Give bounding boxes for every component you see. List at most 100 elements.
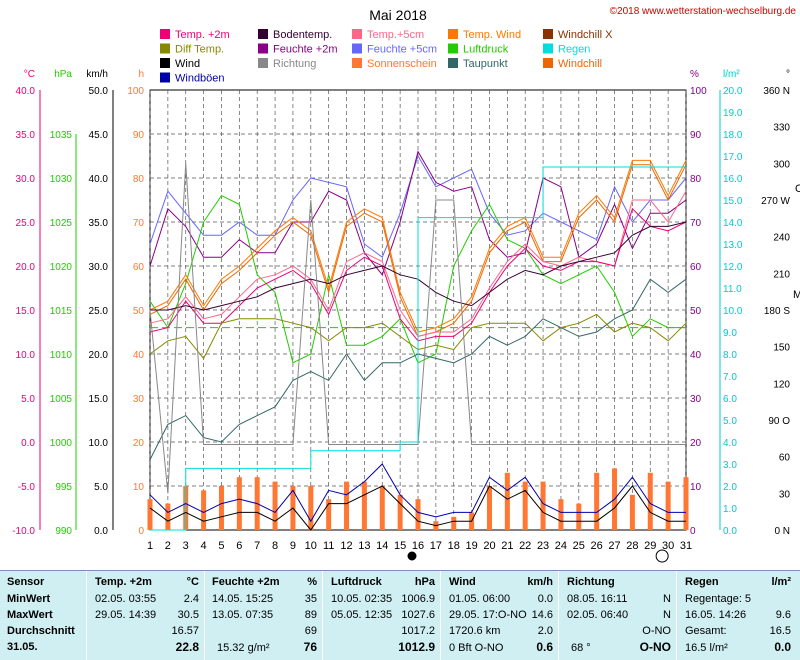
sensor-header: Sensor <box>7 576 45 588</box>
edge-label-o: O <box>795 183 800 195</box>
series-wind-line <box>149 485 686 531</box>
x-tick-label: 1 <box>147 540 153 552</box>
humidity-unit: % <box>307 576 317 588</box>
wind-min-time: 01.05. 06:00 <box>449 593 511 605</box>
rain-axis-tick: 10.0 <box>723 306 743 317</box>
humid-axis-tick: 40 <box>690 350 702 361</box>
sunshine-bar <box>165 503 171 530</box>
legend-swatch <box>258 43 268 54</box>
rain-axis-tick: 5.0 <box>723 416 737 427</box>
sunshine-bar <box>218 486 224 530</box>
wind-max-value: 14.6 <box>531 609 553 621</box>
sensor-column: Sensor MinWert MaxWert Durchschnitt 31.0… <box>0 571 86 660</box>
temp-axis-tick: 30.0 <box>16 174 36 185</box>
sunshine-bar <box>361 481 367 530</box>
row-min-label: MinWert <box>7 593 51 605</box>
temp-header: Temp. +2m <box>95 576 152 588</box>
direction-current-value: O-NO <box>639 640 671 654</box>
legend-label: Windchill <box>558 58 602 70</box>
statistics-table: Sensor MinWert MaxWert Durchschnitt 31.0… <box>0 570 800 660</box>
sunshine-bar <box>683 477 689 530</box>
x-tick-label: 28 <box>626 540 638 552</box>
dir-axis-tick: 0 N <box>774 526 790 537</box>
dir-axis-tick: 330 <box>773 123 790 134</box>
humid-axis-tick: 100 <box>690 86 707 97</box>
humid-axis-tick: 20 <box>690 438 702 449</box>
temp-axis-tick: 10.0 <box>16 350 36 361</box>
rain-axis-tick: 9.0 <box>723 328 737 339</box>
dir-axis-tick: 240 <box>773 233 790 244</box>
legend-swatch <box>448 43 458 54</box>
legend-label: Feuchte +5cm <box>367 44 437 56</box>
rain-axis-tick: 1.0 <box>723 504 737 515</box>
sun-axis-tick: 30 <box>133 394 145 405</box>
direction-column: Richtung 08.05. 16:11 N 02.05. 06:40 N O… <box>558 571 677 660</box>
humid-axis-tick: 10 <box>690 482 702 493</box>
humid-axis-tick: 70 <box>690 218 702 229</box>
legend-swatch <box>352 43 362 54</box>
wind-header: Wind <box>449 576 476 588</box>
wind-axis-tick: 40.0 <box>89 174 109 185</box>
temp-min-value: 2.4 <box>183 593 199 605</box>
humidity-min-time: 14.05. 15:25 <box>212 593 274 605</box>
x-axis-ticks: 1 2 3 4 5 6 7 8 9 10 11 12 13 14 15 16 17 18 19 20 21 22 23 24 2… <box>147 540 692 563</box>
rain-axis-tick: 0.0 <box>723 526 737 537</box>
x-tick-label: 2 <box>165 540 171 552</box>
sun-axis-tick: 50 <box>133 306 145 317</box>
sun-axis-tick: 40 <box>133 350 145 361</box>
x-tick-label: 25 <box>573 540 585 552</box>
humidity-current-value: 76 <box>303 640 317 654</box>
series-lines <box>149 150 687 531</box>
moon-full-icon <box>655 549 669 563</box>
x-tick-label: 15 <box>394 540 406 552</box>
wind-axis-tick: 25.0 <box>89 306 109 317</box>
rain-axis-tick: 4.0 <box>723 438 737 449</box>
sunshine-bar <box>451 516 457 530</box>
pressure-header: Luftdruck <box>331 576 382 588</box>
press-axis-tick: 1030 <box>50 174 73 185</box>
temp-axis-tick: 25.0 <box>16 218 36 229</box>
sunshine-bar <box>594 472 600 530</box>
dir-axis-tick: 60 <box>779 453 791 464</box>
dir-axis-tick: 360 N <box>763 86 790 97</box>
chart-title: Mai 2018 <box>369 7 427 23</box>
x-tick-label: 21 <box>501 540 513 552</box>
wind-axis-tick: 30.0 <box>89 262 109 273</box>
dir-axis-tick: 30 <box>779 489 791 500</box>
legend-swatch <box>352 58 362 68</box>
sunshine-bar <box>665 481 671 530</box>
wind-distance: 1720.6 km <box>449 625 501 637</box>
x-tick-label: 6 <box>236 540 242 552</box>
x-tick-label: 4 <box>201 540 207 552</box>
dir-axis-tick: 270 W <box>761 196 790 207</box>
x-tick-label: 31 <box>680 540 692 552</box>
humidity-header: Feuchte +2m <box>212 576 280 588</box>
rain-axis-tick: 18.0 <box>723 130 743 141</box>
rain-current-value: 0.0 <box>774 640 791 654</box>
humid-axis-tick: 90 <box>690 130 702 141</box>
x-tick-label: 29 <box>644 540 656 552</box>
humidity-max-value: 89 <box>304 609 317 621</box>
pressure-avg-value: 1017.2 <box>401 625 435 637</box>
pressure-column: Luftdruck hPa 10.05. 02:35 1006.9 05.05.… <box>322 571 441 660</box>
sunshine-bar <box>201 490 207 530</box>
row-avg-label: Durchschnitt <box>7 625 75 637</box>
press-axis-tick: 1015 <box>50 306 73 317</box>
temp-column: Temp. +2m °C 02.05. 03:55 2.4 29.05. 14:… <box>86 571 205 660</box>
x-tick-label: 19 <box>465 540 477 552</box>
legend-swatch <box>258 58 268 68</box>
legend-label: Temp. +2m <box>175 29 230 41</box>
x-tick-label: 30 <box>662 540 674 552</box>
sunshine-bar <box>308 486 314 530</box>
press-axis-tick: 990 <box>55 526 72 537</box>
pressure-min-time: 10.05. 02:35 <box>331 593 393 605</box>
legend-label: Windchill X <box>558 29 613 41</box>
direction-min-value: N <box>663 593 671 605</box>
press-axis-tick: 1010 <box>50 350 73 361</box>
sunshine-bar <box>147 499 153 530</box>
legend-label: Temp. Wind <box>463 29 521 41</box>
sunshine-bar <box>344 481 350 530</box>
temp-axis-tick: -5.0 <box>18 482 36 493</box>
sun-axis-tick: 70 <box>133 218 145 229</box>
sunshine-bar <box>522 481 528 530</box>
